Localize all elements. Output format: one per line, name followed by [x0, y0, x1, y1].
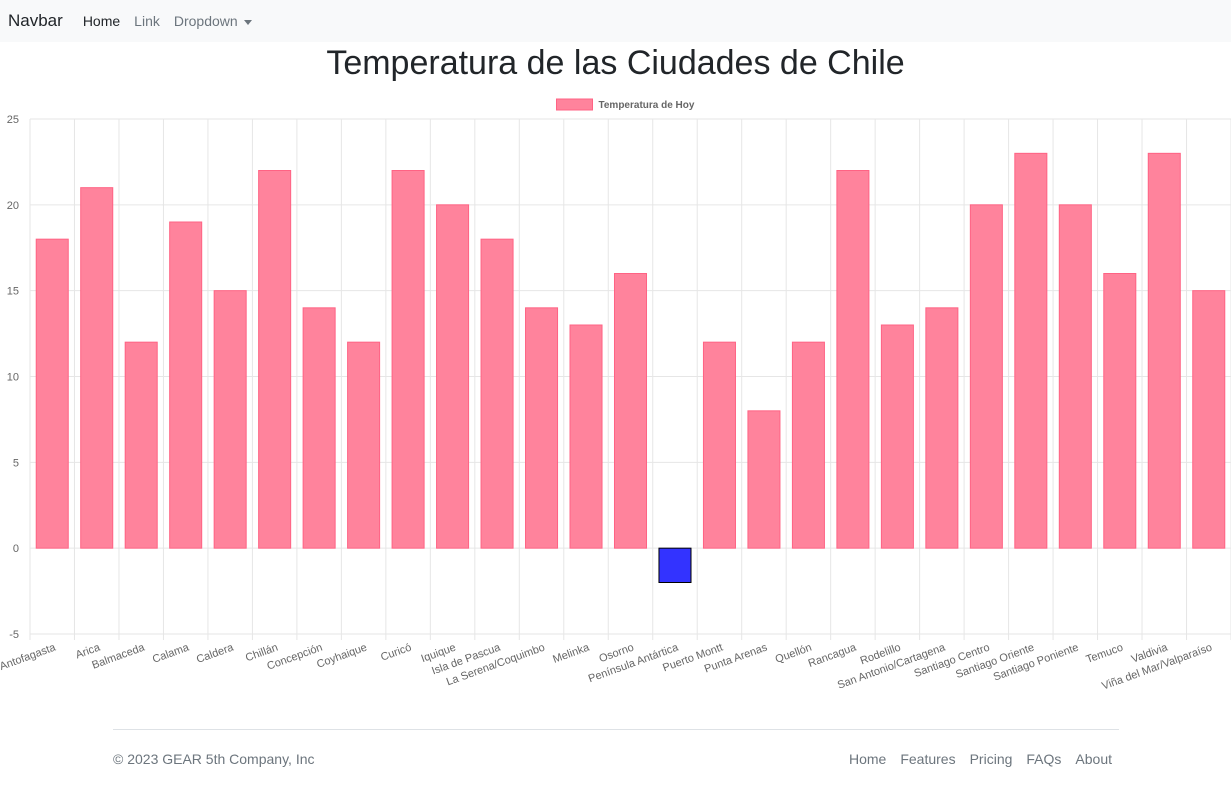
- footer-nav: Home Features Pricing FAQs About: [835, 751, 1112, 767]
- chevron-down-icon: [243, 19, 252, 25]
- x-tick-label: Rancagua: [807, 641, 859, 670]
- legend-swatch: [556, 98, 593, 111]
- bar-19: [836, 170, 870, 549]
- footer-link-about[interactable]: About: [1075, 751, 1112, 767]
- bar-22: [969, 204, 1003, 549]
- bar-21: [925, 307, 959, 549]
- bar-3: [124, 341, 158, 549]
- bar-13: [569, 324, 603, 549]
- bar-24: [1058, 204, 1092, 549]
- bar-26: [1147, 152, 1181, 549]
- bar-5: [213, 290, 247, 549]
- footer-copyright: © 2023 GEAR 5th Company, Inc: [113, 751, 315, 767]
- y-tick-label: -5: [9, 629, 19, 641]
- bar-15: [658, 547, 692, 583]
- y-tick-label: 15: [7, 286, 19, 298]
- navbar: Navbar Home Link Dropdown: [0, 0, 1231, 42]
- bar-18: [791, 341, 825, 549]
- bar-4: [169, 221, 203, 549]
- x-tick-label: Melinka: [551, 641, 592, 666]
- footer-link-home[interactable]: Home: [848, 751, 887, 767]
- nav-link-link[interactable]: Link: [134, 13, 160, 29]
- y-tick-label: 20: [7, 200, 19, 212]
- bar-27: [1192, 290, 1226, 549]
- x-tick-label: Temuco: [1085, 642, 1125, 666]
- y-tick-label: 5: [13, 457, 19, 469]
- y-tick-label: 0: [13, 543, 19, 555]
- bar-23: [1014, 152, 1048, 549]
- x-tick-label: Caldera: [195, 641, 236, 666]
- bar-14: [613, 273, 648, 549]
- bar-6: [258, 170, 292, 549]
- legend-label: Temperatura de Hoy: [599, 100, 695, 111]
- bar-1: [35, 238, 69, 549]
- nav-dropdown-label: Dropdown: [173, 13, 238, 29]
- footer-link-faqs[interactable]: FAQs: [1026, 751, 1062, 767]
- bar-8: [347, 341, 381, 549]
- y-tick-label: 10: [7, 372, 19, 384]
- bar-17: [747, 410, 781, 549]
- x-tick-label: Curicó: [379, 642, 413, 664]
- y-tick-label: 25: [7, 114, 19, 126]
- bar-16: [702, 341, 736, 549]
- bar-11: [480, 238, 514, 549]
- x-tick-label: Antofagasta: [0, 641, 58, 673]
- footer-link-pricing[interactable]: Pricing: [969, 751, 1013, 767]
- bar-2: [80, 187, 114, 549]
- bar-10: [436, 204, 470, 549]
- footer-divider: [113, 729, 1119, 730]
- bar-20: [880, 324, 914, 549]
- bar-9: [391, 170, 425, 549]
- page-title: Temperatura de las Ciudades de Chile: [326, 44, 905, 82]
- nav-dropdown[interactable]: Dropdown: [174, 13, 252, 29]
- footer-link-features[interactable]: Features: [900, 751, 956, 767]
- x-tick-label: Coyhaique: [315, 642, 369, 671]
- bar-25: [1103, 273, 1137, 549]
- navbar-brand[interactable]: Navbar: [8, 11, 63, 30]
- nav-link-home[interactable]: Home: [82, 13, 121, 29]
- x-tick-label: Calama: [151, 641, 192, 666]
- bar-12: [525, 307, 559, 549]
- bar-7: [302, 307, 336, 549]
